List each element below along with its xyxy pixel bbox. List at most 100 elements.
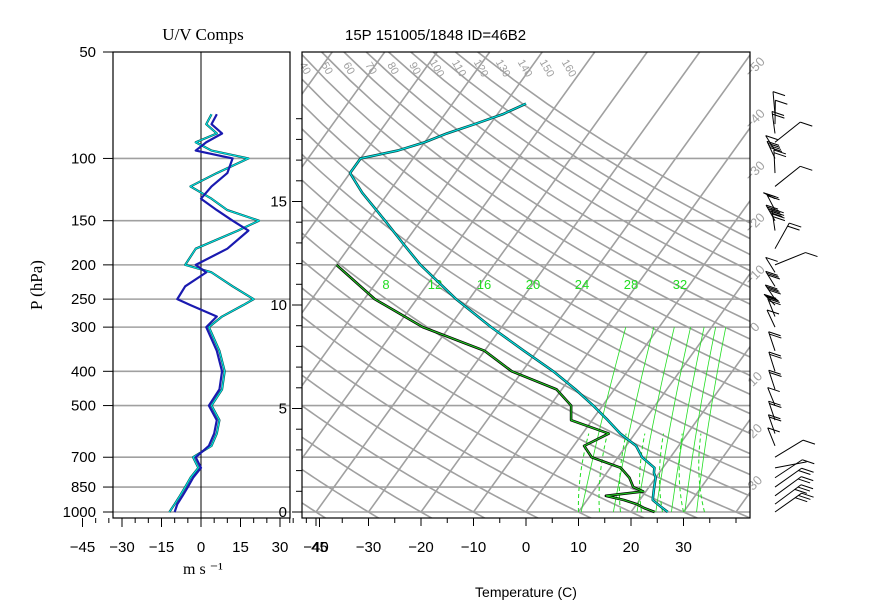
- wind-barb-staff: [768, 331, 776, 351]
- wind-barb-staff: [765, 271, 776, 287]
- temperature-tick-label-−20: −20: [408, 539, 433, 556]
- wind-barb-flag: [765, 256, 778, 262]
- isotherm: [302, 52, 596, 460]
- pressure-tick-label-400: 400: [71, 363, 96, 380]
- temperature-tick-label-30: 30: [675, 539, 692, 556]
- wind-barb-flag: [768, 144, 782, 150]
- wind-barb-flag: [763, 192, 776, 198]
- dry-adiabat: [388, 52, 750, 289]
- height-tick-label-15: 15: [270, 194, 287, 211]
- uv-x-tick-label-15: 15: [232, 539, 249, 556]
- wind-barb-flag: [769, 147, 783, 152]
- isotherm: [789, 52, 887, 512]
- dry-adiabat: [302, 127, 750, 415]
- mixing-ratio-line-28: [684, 327, 717, 513]
- wind-barb-staff: [772, 91, 776, 115]
- uv-series-1: [174, 114, 250, 513]
- wind-barb-flag: [767, 287, 780, 293]
- mixing-ratio-label-24: 24: [575, 277, 589, 292]
- wind-barb-staff: [774, 439, 804, 458]
- dry-adiabat: [321, 52, 750, 340]
- uv-x-tick-label-0: 0: [197, 539, 205, 556]
- height-tick-label-10: 10: [270, 297, 287, 314]
- wind-barb-staff: [767, 298, 776, 317]
- uv-x-axis: −45 −30 −15 0 15 30 45: [70, 518, 328, 556]
- wind-barb-flag: [767, 298, 780, 304]
- wind-barb-flag: [766, 286, 779, 292]
- theta-label-80: 80: [384, 60, 401, 77]
- theta-label-60: 60: [340, 60, 357, 77]
- pressure-tick-label-500: 500: [71, 398, 96, 415]
- temperature-profile: [349, 103, 669, 513]
- wind-barb-staff: [774, 222, 790, 249]
- theta-label-110: 110: [449, 58, 468, 79]
- wind-barb-flag: [773, 149, 787, 155]
- theta-label-70: 70: [362, 60, 379, 77]
- wind-barb-flag: [772, 216, 786, 222]
- wind-barb-flag: [805, 252, 818, 258]
- wind-barb-flag: [766, 206, 780, 212]
- temperature-axis: −40 −30 −20 −10 0 10 20 30: [289, 518, 737, 556]
- dry-adiabat: [302, 78, 750, 377]
- skewt-background-lines: [0, 52, 887, 518]
- wind-barb-staff: [774, 492, 802, 513]
- wind-barb-flag: [802, 459, 815, 465]
- temperature-tick-label-−30: −30: [356, 539, 381, 556]
- wind-barb-staff: [765, 257, 776, 273]
- theta-label-150: 150: [537, 58, 557, 80]
- wind-barb-flag: [801, 492, 814, 498]
- pressure-tick-label-850: 850: [71, 479, 96, 496]
- wind-barb-flag: [769, 210, 782, 216]
- uv-panel-title: U/V Comps: [162, 25, 243, 44]
- moist-adiabat: [639, 433, 646, 513]
- wind-barb-flag: [800, 484, 814, 490]
- wind-barb-flag: [797, 486, 811, 492]
- mixing-ratio-line-12: [612, 327, 655, 513]
- temperature-tick-label-10: 10: [570, 539, 587, 556]
- wind-barb-flag: [768, 400, 781, 406]
- wind-barb-flag: [802, 439, 816, 445]
- isotherm: [0, 52, 122, 512]
- dry-adiabat: [302, 179, 750, 455]
- wind-barb-staff: [767, 414, 776, 434]
- moist-adiabat: [577, 433, 590, 513]
- mixing-ratio-line-32: [696, 327, 727, 513]
- wind-barb-staff: [765, 135, 776, 151]
- wind-barb-flag: [800, 121, 813, 127]
- height-tick-label-5: 5: [279, 401, 287, 418]
- pressure-axis-label: P (hPa): [27, 260, 46, 310]
- dry-adiabat: [432, 52, 750, 256]
- dewpoint-profile: [336, 264, 655, 513]
- wind-barb-staff: [766, 141, 776, 159]
- pressure-tick-label-300: 300: [71, 319, 96, 336]
- dry-adiabat: [302, 232, 750, 497]
- wind-barb-flag: [766, 140, 780, 146]
- wind-barb-flag: [797, 478, 811, 484]
- moist-adiabat: [698, 433, 705, 513]
- wind-barb-flag: [800, 165, 813, 171]
- wind-barb-flag: [765, 204, 779, 210]
- mixing-ratio-label-8: 8: [382, 277, 389, 292]
- moist-adiabat: [678, 433, 684, 513]
- wind-barb-flag: [765, 135, 778, 141]
- wind-barb-flag: [767, 387, 780, 393]
- uv-series-group: [168, 113, 261, 513]
- mixing-ratio-line-8: [580, 327, 627, 513]
- wind-barb-flag: [801, 476, 814, 482]
- mixing-ratio-label-28: 28: [624, 277, 638, 292]
- isotherm-label-30: 30: [744, 472, 765, 493]
- dry-adiabat: [302, 153, 750, 435]
- dry-adiabat: [302, 404, 487, 518]
- wind-barb-flag: [769, 372, 782, 377]
- pressure-tick-label-100: 100: [71, 150, 96, 167]
- wind-barb-staff: [768, 401, 776, 421]
- pressure-tick-label-700: 700: [71, 449, 96, 466]
- wind-barb-staff: [774, 121, 801, 143]
- dry-adiabat: [454, 52, 750, 240]
- wind-barb-flag: [767, 274, 781, 280]
- pressure-tick-label-50: 50: [79, 44, 96, 61]
- isotherm: [302, 52, 491, 315]
- wind-barb-flag: [772, 113, 785, 119]
- wind-barb-flag: [794, 488, 807, 494]
- theta-label-50: 50: [318, 60, 335, 77]
